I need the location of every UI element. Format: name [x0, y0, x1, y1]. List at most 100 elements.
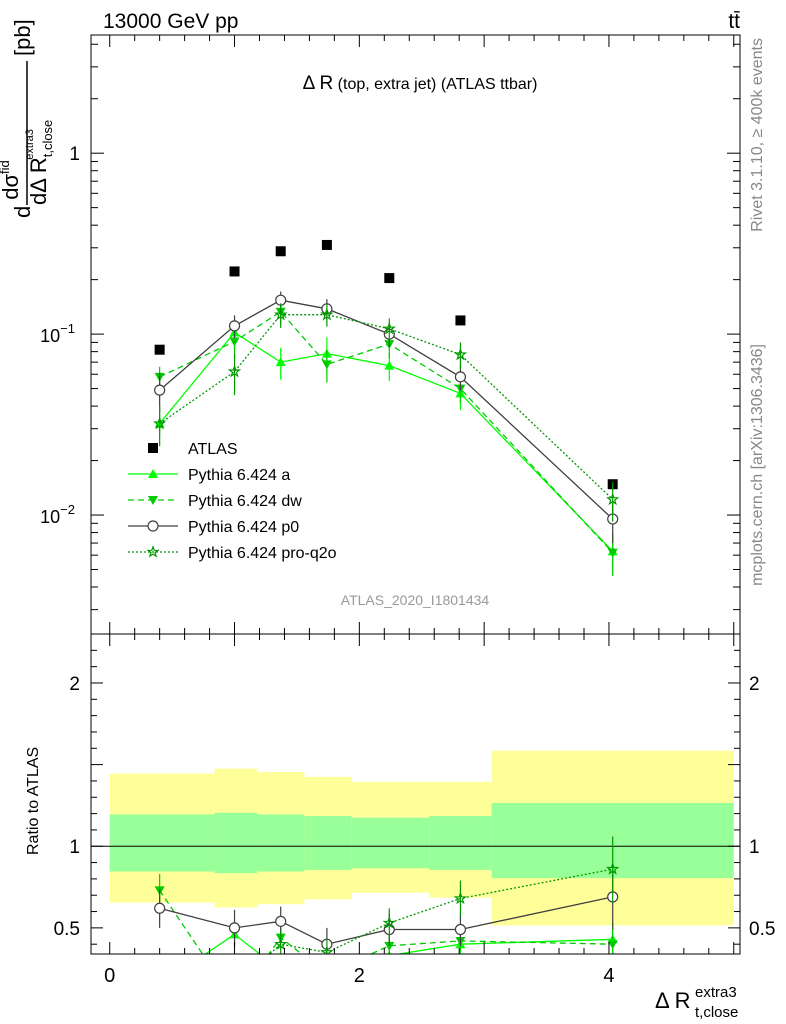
ratio-band-inner — [304, 816, 352, 870]
y-label-unit: [pb] — [10, 19, 35, 56]
x-tick-label: 0 — [104, 965, 115, 987]
ratio-y-tick-label-right: 1 — [749, 837, 760, 858]
main-point-data — [229, 266, 240, 277]
main-point-data — [321, 239, 332, 250]
main-point-q2o — [382, 321, 397, 335]
legend-entry-a: Pythia 6.424 a — [128, 467, 290, 484]
ratio-y-tick-label-right: 0.5 — [749, 919, 775, 940]
x-axis-label: Δ R — [655, 988, 690, 1013]
main-point-q2o — [320, 307, 334, 321]
main-point-q2o — [605, 492, 620, 506]
ratio-y-tick-label: 1 — [69, 837, 80, 858]
main-point-data — [384, 273, 395, 284]
main-point-dw — [229, 337, 240, 347]
legend-label: Pythia 6.424 p0 — [188, 519, 299, 536]
legend-entry-q2o: Pythia 6.424 pro-q2o — [128, 544, 337, 562]
ratio-point-q2o — [155, 963, 165, 973]
ratio-band-inner — [109, 814, 215, 872]
legend-label: Pythia 6.424 dw — [188, 493, 302, 510]
ratio-point-p0 — [228, 922, 241, 934]
y-label-denominator: dΔ Rt,close extra3 — [24, 120, 55, 205]
legend-entry-data: ATLAS — [148, 441, 238, 458]
main-point-dw — [321, 360, 332, 370]
main-series-q2o — [153, 303, 620, 522]
header-energy-label: 13000 GeV pp — [103, 10, 238, 33]
plot-title-sub: (top, extra jet) (ATLAS ttbar) — [333, 76, 537, 93]
ratio-band-inner — [351, 817, 430, 869]
x-label-sup: extra3 — [695, 984, 737, 1001]
legend-marker — [148, 443, 158, 453]
y-label-numerator-sup: fid — [0, 160, 12, 174]
y-tick-base: 10 — [40, 326, 60, 346]
legend-marker — [148, 469, 158, 478]
main-point-q2o — [227, 364, 242, 378]
ratio-panel-series — [154, 836, 620, 1006]
y-label-d: d — [10, 206, 35, 218]
ratio-panel-frame — [90, 633, 741, 955]
ratio-point-a — [322, 964, 332, 973]
main-point-a — [275, 357, 286, 367]
main-point-p0 — [228, 320, 241, 332]
ratio-point-q2o — [605, 862, 620, 875]
legend: ATLAS Pythia 6.424 a Pythia 6.424 dw Pythia… — [128, 441, 337, 562]
plot-title-main: Δ R — [303, 73, 334, 94]
rivet-version-label: Rivet 3.1.10, ≥ 400k events — [749, 38, 766, 232]
ratio-point-q2o — [230, 980, 240, 990]
legend-label: Pythia 6.424 a — [188, 467, 290, 484]
ratio-band-inner — [429, 816, 492, 870]
header-process-label: tt̄ — [728, 10, 740, 33]
main-point-data — [154, 344, 165, 355]
y-tick-exponent: −1 — [60, 321, 75, 336]
legend-entry-p0: Pythia 6.424 p0 — [128, 519, 299, 536]
main-point-q2o — [153, 416, 167, 430]
main-point-data — [275, 246, 286, 257]
analysis-watermark: ATLAS_2020_I1801434 — [341, 592, 490, 608]
main-point-a — [384, 360, 395, 370]
x-label-sub: t,close — [695, 1004, 738, 1021]
y-tick-label: 10−2 — [40, 502, 75, 527]
y-tick-base: 10 — [40, 507, 60, 527]
ratio-y-tick-label: 0.5 — [54, 919, 80, 940]
main-point-q2o — [273, 307, 288, 321]
ratio-series-q2o — [155, 836, 620, 990]
ratio-point-q2o — [382, 915, 397, 929]
ratio-point-p0 — [154, 902, 166, 914]
y-tick-label: 10−1 — [40, 321, 75, 346]
legend-marker — [147, 520, 159, 532]
y-axis-label-main: d dσfid dΔ Rt,close extra3 [pb] — [0, 19, 55, 218]
ratio-point-dw — [607, 940, 618, 950]
ratio-uncertainty-bands — [91, 750, 740, 926]
ratio-point-dw — [322, 970, 332, 979]
main-point-p0 — [154, 384, 166, 396]
x-tick-label: 2 — [354, 965, 365, 987]
y-label-numerator: dσfid — [0, 160, 23, 200]
main-panel-series — [153, 239, 620, 577]
main-point-dw — [607, 548, 618, 558]
ratio-point-a — [155, 980, 165, 989]
ratio-point-p0 — [275, 915, 287, 927]
ratio-point-q2o — [273, 937, 288, 951]
ratio-point-p0 — [454, 923, 467, 936]
mcplots-label: mcplots.cern.ch [arXiv:1306.3436] — [749, 344, 766, 586]
x-label-main: Δ R — [655, 988, 690, 1013]
ratio-point-dw — [384, 941, 395, 951]
ratio-band-inner — [256, 814, 305, 872]
legend-marker — [146, 544, 160, 558]
ratio-band-inner — [214, 812, 257, 874]
ratio-point-q2o — [453, 891, 468, 905]
main-point-data — [455, 315, 466, 326]
main-line-dw — [159, 310, 614, 554]
y-label-denominator-sup: extra3 — [24, 129, 36, 160]
legend-marker — [148, 496, 158, 505]
ratio-point-dw — [230, 997, 240, 1006]
plot-title: Δ R (top, extra jet) (ATLAS ttbar) — [303, 73, 538, 94]
legend-entry-dw: Pythia 6.424 dw — [128, 493, 302, 510]
y-tick-label: 1 — [69, 144, 80, 165]
axes-ticks: 0 2 410−210−110.5 0.51 12 2 — [40, 35, 775, 987]
y-label-denominator-text: dΔ R — [26, 157, 51, 205]
ratio-y-tick-label-right: 2 — [749, 674, 760, 695]
legend-label: Pythia 6.424 pro-q2o — [188, 545, 337, 562]
ratio-point-a — [276, 965, 286, 974]
x-tick-label: 4 — [603, 965, 614, 987]
